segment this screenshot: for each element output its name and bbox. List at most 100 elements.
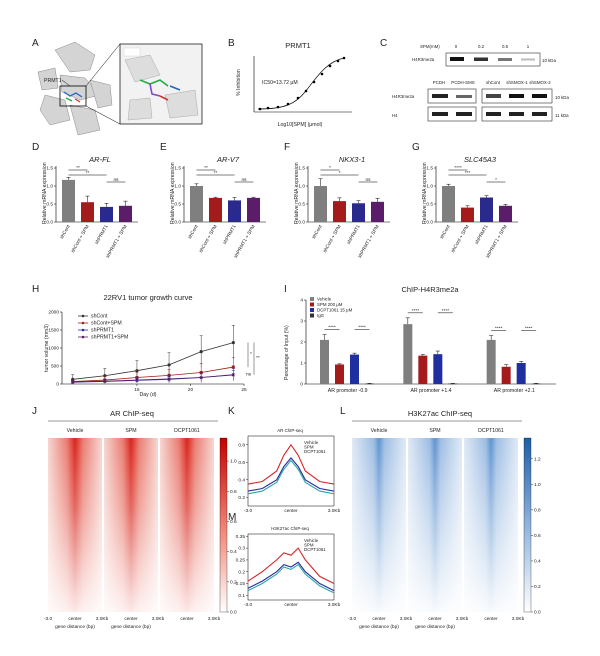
colorbar-tick-label: 1.0 [230, 459, 237, 465]
h-legend-marker [81, 314, 85, 318]
panel-letter-m: M [228, 512, 236, 523]
bar-shprmt1-spm [247, 197, 260, 222]
l-x-right-3: 3.0Kb [512, 616, 525, 622]
bar-panel-ytick-label: 0.0 [298, 220, 305, 226]
panel-letter-d: D [32, 142, 39, 153]
bar-shprmt1 [352, 203, 365, 222]
c-col-shsmox1: shSMOX-1 [506, 80, 528, 85]
colorbar-tick-label: 0.8 [534, 507, 541, 513]
panel-letter-c: C [380, 38, 387, 49]
panel-letter-g: G [412, 142, 420, 153]
c-col-pcdh: PCDH [433, 80, 445, 85]
sig-label: ** [86, 170, 90, 176]
bar-panel-ytick-label: 1.0 [426, 184, 433, 190]
bar-category-label: shCont + SPM [198, 224, 219, 254]
colorbar-tick-label: 0.2 [230, 579, 237, 585]
j-xlabel: gene distance (bp) [55, 624, 95, 630]
h-series-line [72, 366, 234, 382]
b-point [312, 80, 316, 84]
profile-legend-label: DCPT1061 [304, 547, 326, 552]
panel-b-title: PRMT1 [285, 41, 310, 50]
h-legend-label: shCont [91, 314, 108, 320]
bar-shprmt1-spm [119, 205, 132, 222]
c-left-blot-bottom [427, 106, 477, 122]
bar-panel-ytick-label: 1.0 [174, 184, 181, 190]
colorbar-tick-label: 0.4 [534, 559, 541, 565]
profile-line-spm [247, 457, 335, 492]
i-sig-label: **** [358, 325, 366, 331]
sig-label: *** [465, 170, 471, 176]
profile-line-spm [247, 561, 335, 592]
c-row-h4: H4 [392, 113, 398, 118]
bar-panel-ytick-label: 0.0 [174, 220, 181, 226]
c-right-band [509, 112, 524, 116]
m-title: H3K27ac ChIP-seq [271, 526, 309, 531]
bar-category-label: shPRMT1 [346, 224, 362, 246]
l-col-dcpt: DCPT1061 [478, 428, 504, 434]
i-ytick-label: 0 [300, 382, 303, 388]
h-point [135, 378, 139, 382]
bar-category-label: shPRMT1 + SPM [105, 224, 129, 259]
i-category-label: AR promoter -0.9 [328, 388, 368, 394]
bar-category-label: shPRMT1 [474, 224, 490, 246]
l-heat-vehicle [352, 438, 406, 612]
j-xlabel-2: gene distance (bp) [111, 624, 151, 630]
j-x-right: 3.0Kb [96, 616, 109, 622]
c-col-shsmox2: shSMOX-2 [529, 80, 551, 85]
l-heat-dcpt [464, 438, 518, 612]
profile-ytick-label: 0.1 [238, 593, 245, 599]
h-xtick-label: 20 [188, 387, 194, 393]
l-xlabel-2: gene distance (bp) [415, 624, 455, 630]
panel-letter-b: B [228, 38, 235, 49]
h-point [167, 363, 171, 367]
i-bar [433, 354, 443, 384]
i-category-label: AR promoter +2.1 [494, 388, 535, 394]
j-x-right-3: 3.0Kb [208, 616, 221, 622]
i-ytick-label: 1 [300, 361, 303, 367]
bar-shprmt1 [100, 206, 113, 222]
bar-category-label: shCont [439, 223, 452, 240]
i-legend-label: IgG [317, 313, 325, 318]
h-point [231, 341, 235, 345]
panel-b-ic50: PRMT1 % Inhibition IC50=13.72 μM Log10[S… [236, 41, 352, 128]
panel-letter-a: A [32, 38, 39, 49]
bar-panel-ytick-label: 1.5 [298, 166, 305, 172]
b-point [276, 105, 280, 109]
panel-i-chip-h4r3me2a: ChIP-H4R3me2a Percentage of Input (%) 0 1… [284, 285, 556, 394]
sig-label: ns [365, 178, 371, 183]
bar-shcont-spm [209, 197, 222, 222]
sig-label: ** [76, 165, 80, 171]
bar-shcont [190, 186, 203, 222]
sig-label: ns [241, 178, 247, 183]
c-dose-2: 0.5 [502, 44, 509, 49]
c-spm-header: SPM(mM) [420, 44, 440, 49]
j-col-dcpt: DCPT1061 [174, 428, 200, 434]
ligand-sticks [63, 91, 83, 103]
c-right-band [509, 94, 524, 98]
h-ytick-label: 2000 [48, 310, 59, 316]
profile-line-vehicle [247, 443, 335, 485]
colorbar-tick-label: 0.2 [534, 584, 541, 590]
i-legend-swatch [310, 313, 314, 318]
j-title: AR ChIP-seq [110, 409, 154, 418]
i-bar [516, 363, 526, 384]
inset-ribbon [124, 54, 199, 121]
profile-ytick-label: 0.35 [236, 534, 246, 540]
c-right-band [532, 112, 547, 116]
h-ytick-label: 500 [51, 364, 59, 370]
j-heat-vehicle [48, 438, 102, 612]
i-legend-swatch [310, 308, 314, 312]
i-bar [365, 383, 374, 385]
colorbar-tick-label: 0.0 [534, 610, 541, 616]
panel-b-ylabel: % Inhibition [236, 69, 242, 96]
b-point [258, 107, 262, 111]
profile-xtick-label: 3.0Kb [328, 508, 341, 514]
profile-line-dcpt1061 [247, 459, 335, 495]
j-colorbar [219, 437, 228, 613]
c-dose-1: 0.2 [478, 44, 485, 49]
bar-shcont [442, 186, 455, 222]
c-right-band [486, 94, 501, 98]
zoom-line-bottom [85, 105, 121, 125]
